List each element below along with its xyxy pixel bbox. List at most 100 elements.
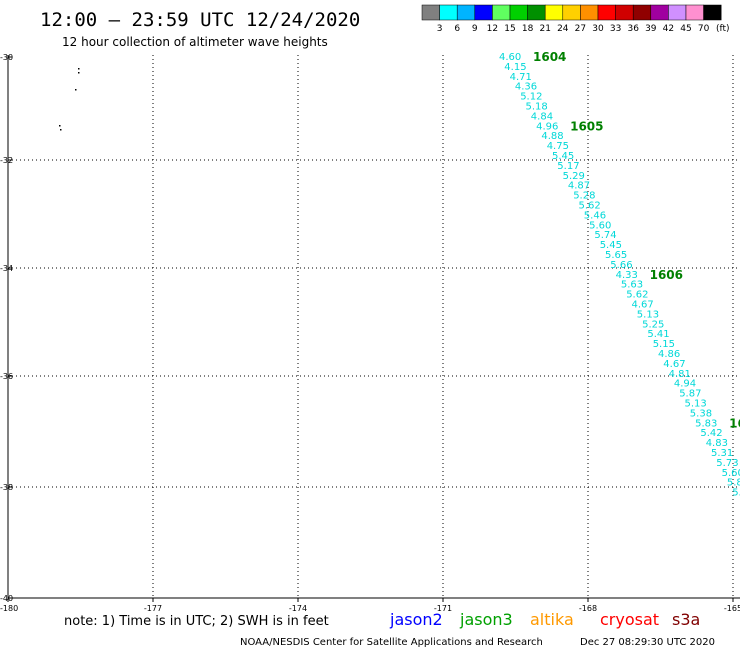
wave-height-value: 5.60 bbox=[722, 468, 740, 479]
wave-height-value: 5.70 bbox=[732, 488, 740, 499]
legend-swatch bbox=[668, 4, 687, 21]
legend-label: 70 bbox=[698, 24, 710, 34]
legend-label: 6 bbox=[454, 24, 460, 34]
legend-label: 30 bbox=[592, 24, 604, 34]
legend-label: 36 bbox=[627, 24, 639, 34]
lon-tick-label: -174 bbox=[289, 604, 307, 613]
legend-swatch bbox=[615, 4, 634, 21]
wave-height-value: 5.62 bbox=[579, 201, 601, 212]
wave-height-value: 4.84 bbox=[531, 111, 553, 122]
legend-label: 9 bbox=[472, 24, 478, 34]
legend-label: 27 bbox=[575, 24, 586, 34]
footer-credit: NOAA/NESDIS Center for Satellite Applica… bbox=[240, 637, 543, 648]
legend-label: 3 bbox=[437, 24, 443, 34]
wave-height-value: 5.60 bbox=[589, 220, 611, 231]
legend-label: 24 bbox=[557, 24, 569, 34]
wave-height-value: 5.31 bbox=[711, 448, 733, 459]
wave-height-value: 4.81 bbox=[669, 369, 691, 380]
legend-label: 15 bbox=[504, 24, 515, 34]
track-time-labels: 1604 1605 1606 1607 bbox=[533, 50, 740, 430]
wave-height-value: 5.29 bbox=[563, 171, 585, 182]
wave-height-value: 4.36 bbox=[515, 82, 537, 93]
altimeter-track: 4.604.154.714.365.125.184.844.964.884.75… bbox=[499, 52, 740, 499]
wave-height-value: 5.13 bbox=[637, 309, 659, 320]
grid-lines bbox=[8, 55, 740, 598]
satellite-legend: jason2 jason3 altika cryosat s3a bbox=[389, 610, 700, 629]
lat-tick-label: -36 bbox=[0, 372, 13, 381]
wave-height-value: 4.67 bbox=[663, 359, 685, 370]
lon-tick-label: -171 bbox=[434, 604, 452, 613]
wave-height-value: 4.75 bbox=[547, 141, 569, 152]
latitude-axis: -30 -32 -34 -36 -38 -40 bbox=[0, 53, 13, 603]
wave-height-value: 5.46 bbox=[584, 210, 606, 221]
lon-tick-label: -168 bbox=[579, 604, 597, 613]
track-time-label: 1604 bbox=[533, 50, 566, 64]
wave-height-value: 5.63 bbox=[621, 280, 643, 291]
legend-swatch bbox=[580, 4, 599, 21]
legend-unit: (ft) bbox=[716, 24, 730, 34]
wave-height-value: 5.65 bbox=[605, 250, 627, 261]
legend-swatch bbox=[456, 4, 476, 21]
wave-height-value: 4.33 bbox=[616, 270, 638, 281]
wave-height-value: 5.38 bbox=[690, 408, 712, 419]
satellite-name-jason2: jason2 bbox=[389, 610, 443, 629]
wave-height-value: 4.60 bbox=[499, 52, 521, 63]
wave-height-value: 4.67 bbox=[632, 300, 654, 311]
longitude-axis: -180 -177 -174 -171 -168 -165 bbox=[0, 598, 740, 613]
lat-tick-label: -38 bbox=[0, 483, 13, 492]
wave-height-value: 5.13 bbox=[685, 399, 707, 410]
wave-height-value: 5.74 bbox=[594, 230, 616, 241]
wave-height-value: 5.41 bbox=[647, 329, 669, 340]
wave-height-value: 5.66 bbox=[610, 260, 632, 271]
wave-height-legend: 3 6 9 12 15 18 21 24 27 30 33 36 39 42 45 70 bbox=[421, 4, 722, 34]
wave-height-value: 5.45 bbox=[600, 240, 622, 251]
wave-height-value: 5.12 bbox=[520, 92, 542, 103]
satellite-name-cryosat: cryosat bbox=[600, 610, 659, 629]
lat-tick-label: -30 bbox=[0, 53, 13, 62]
lon-tick-label: -180 bbox=[0, 604, 18, 613]
footer-note: note: 1) Time is in UTC; 2) SWH is in fe… bbox=[64, 614, 329, 629]
map-subtitle: 12 hour collection of altimeter wave hei… bbox=[62, 35, 328, 49]
track-time-label: 1607 bbox=[729, 416, 740, 430]
wave-height-value: 5.17 bbox=[557, 161, 579, 172]
wave-height-value: 4.71 bbox=[510, 72, 532, 83]
lat-tick-label: -40 bbox=[0, 594, 13, 603]
wave-height-value: 4.96 bbox=[536, 121, 558, 132]
wave-height-value: 5.87 bbox=[679, 389, 701, 400]
wave-height-value: 5.81 bbox=[727, 478, 740, 489]
wave-height-value: 4.15 bbox=[504, 62, 526, 73]
wave-height-value: 5.28 bbox=[573, 191, 595, 202]
satellite-name-s3a: s3a bbox=[672, 610, 700, 629]
legend-swatch bbox=[650, 4, 669, 21]
wave-height-value: 4.83 bbox=[706, 438, 728, 449]
legend-label: 42 bbox=[663, 24, 674, 34]
wave-height-value: 5.15 bbox=[653, 339, 675, 350]
island-specks bbox=[59, 68, 80, 131]
legend-swatch bbox=[421, 4, 440, 21]
legend-swatch bbox=[685, 4, 704, 21]
plot-area bbox=[7, 55, 740, 599]
legend-label: 33 bbox=[610, 24, 621, 34]
footer-timestamp: Dec 27 08:29:30 UTC 2020 bbox=[580, 637, 715, 648]
legend-swatch bbox=[703, 4, 722, 21]
legend-swatch bbox=[527, 4, 546, 21]
wave-height-value: 4.88 bbox=[541, 131, 563, 142]
map-title: 12:00 – 23:59 UTC 12/24/2020 bbox=[40, 9, 360, 31]
legend-label: 18 bbox=[522, 24, 534, 34]
legend-swatch bbox=[474, 4, 493, 21]
legend-swatch bbox=[439, 4, 458, 21]
legend-swatch bbox=[597, 4, 616, 21]
legend-swatch bbox=[632, 4, 652, 21]
lon-tick-label: -165 bbox=[724, 604, 740, 613]
lon-tick-label: -177 bbox=[144, 604, 162, 613]
wave-height-value: 5.73 bbox=[716, 458, 738, 469]
legend-swatch bbox=[492, 4, 511, 21]
lat-tick-label: -34 bbox=[0, 264, 13, 273]
satellite-name-altika: altika bbox=[530, 610, 574, 629]
wave-height-value: 4.86 bbox=[658, 349, 680, 360]
legend-label: 12 bbox=[487, 24, 498, 34]
wave-height-value: 5.25 bbox=[642, 319, 664, 330]
track-time-label: 1605 bbox=[570, 119, 603, 133]
legend-label: 39 bbox=[645, 24, 657, 34]
